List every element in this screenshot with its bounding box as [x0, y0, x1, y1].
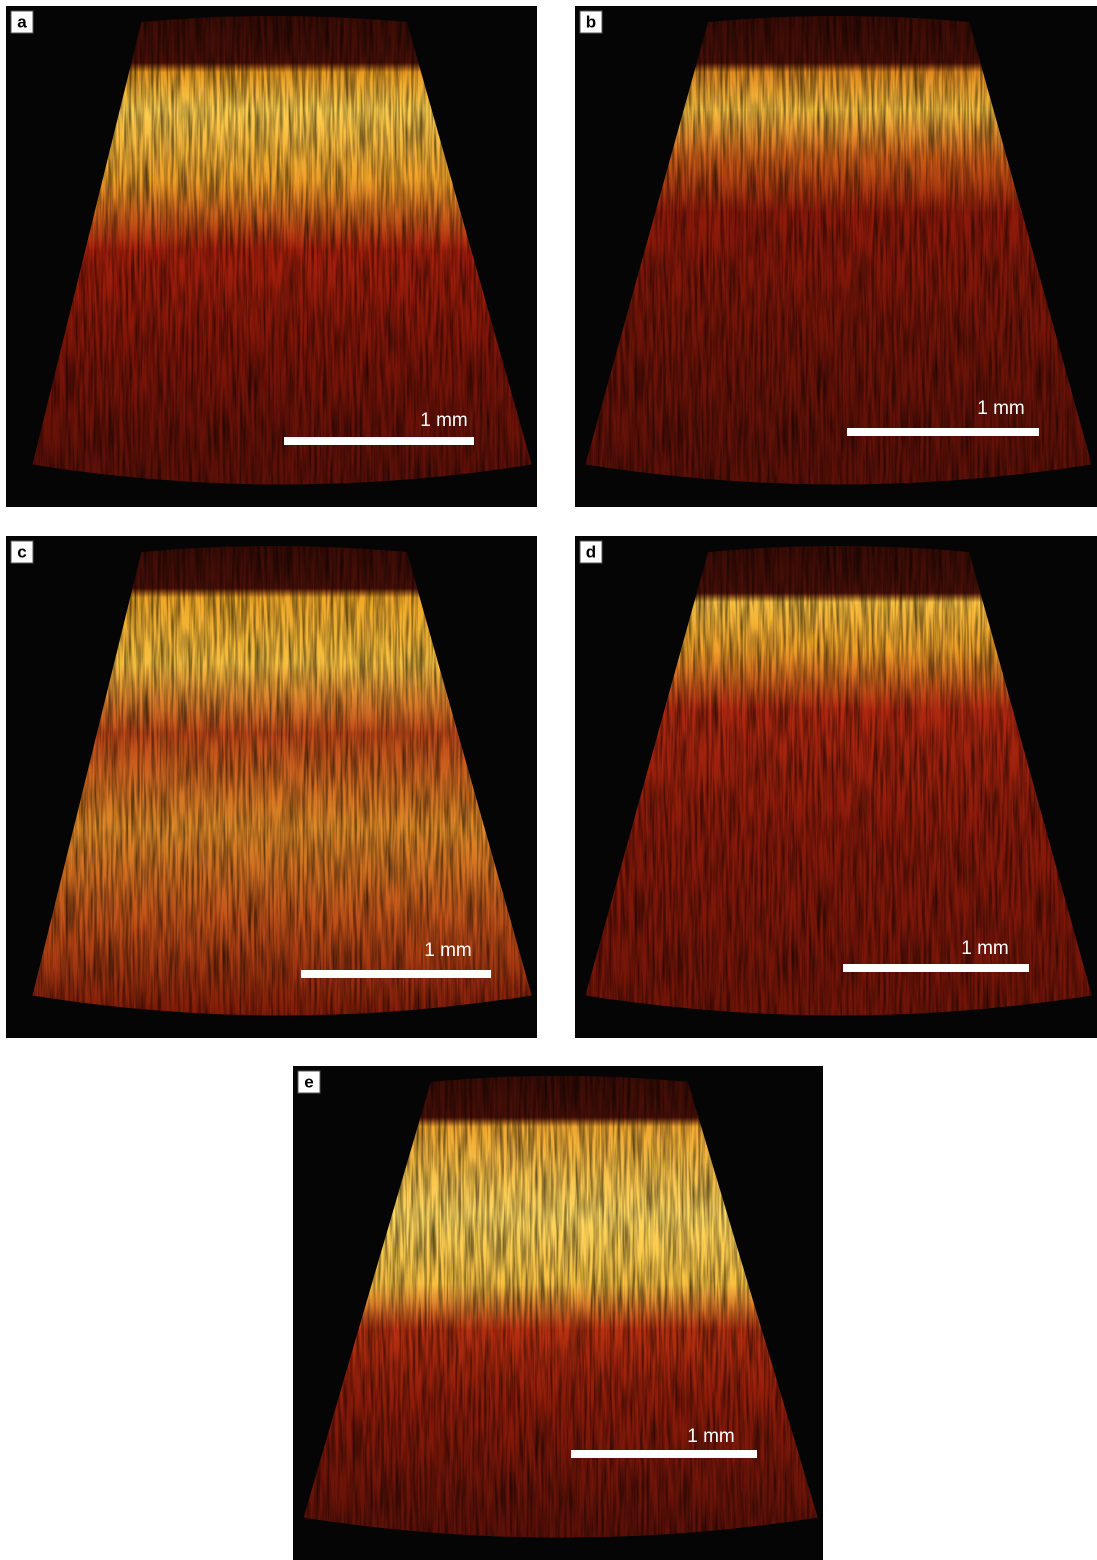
- panel: d 1 mm: [575, 536, 1097, 1038]
- scale-label: 1 mm: [687, 1426, 735, 1447]
- panel-label: a: [17, 12, 27, 31]
- scale-bar: [571, 1450, 757, 1458]
- panel: c 1 mm: [6, 536, 537, 1038]
- panel: b 1 mm: [575, 6, 1097, 507]
- scale-bar: [843, 964, 1029, 972]
- scale-bar: [847, 428, 1039, 436]
- scale-label: 1 mm: [420, 410, 468, 431]
- scale-bar: [301, 970, 491, 978]
- scale-label: 1 mm: [977, 398, 1025, 419]
- scale-label: 1 mm: [961, 938, 1009, 959]
- panel-label: d: [586, 542, 596, 561]
- panel: e 1 mm: [293, 1066, 823, 1560]
- panel: a 1 mm: [6, 6, 537, 507]
- panel-label: c: [17, 542, 26, 561]
- figure: a 1 mm b 1 mm c 1 mm d 1 mm e 1 mm: [0, 0, 1097, 1560]
- panel-label: b: [586, 12, 596, 31]
- scale-bar: [284, 437, 474, 445]
- panel-label: e: [304, 1072, 313, 1091]
- scale-label: 1 mm: [424, 940, 472, 961]
